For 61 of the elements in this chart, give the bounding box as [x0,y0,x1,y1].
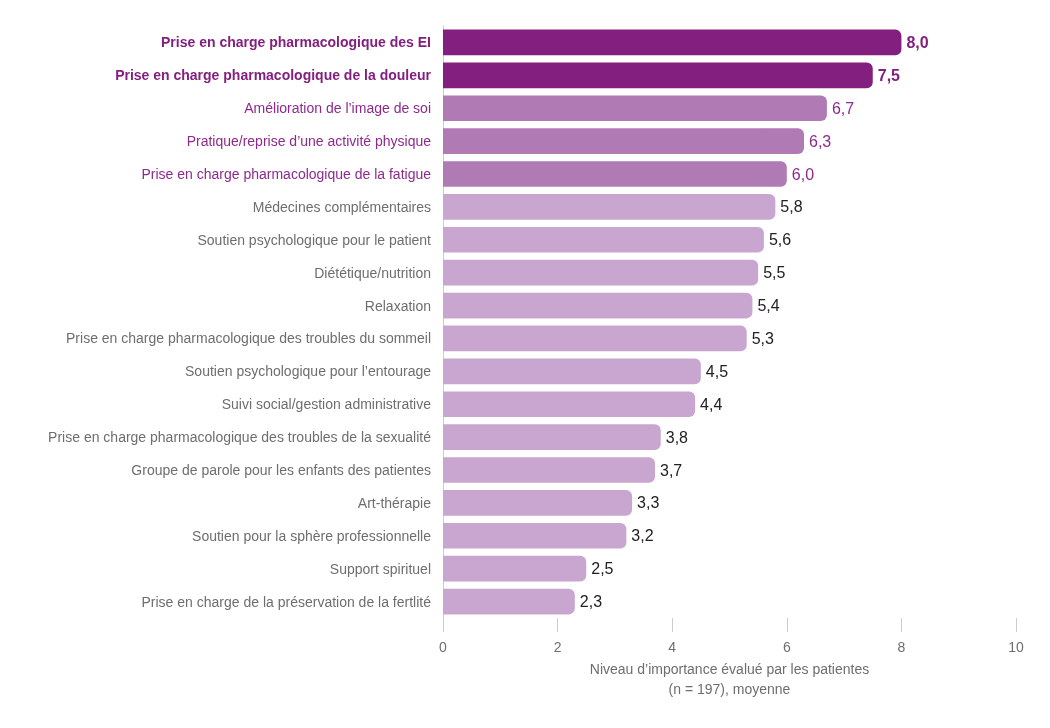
bar [443,391,696,418]
y-tick-label: Support spirituel [329,560,431,577]
data-label: 5,3 [751,329,775,347]
y-tick-label: Médecines complémentaires [252,198,431,215]
y-tick-label: Pratique/reprise d’une activité physique [186,133,432,150]
bar [443,29,902,56]
y-tick-label: Prise en charge pharmacologique des EI [161,34,431,51]
x-tick-label: 2 [553,639,562,655]
y-tick-label: Prise en charge pharmacologique des troubles de la sexualité [48,429,432,446]
bar [443,490,633,516]
data-label: 4,5 [705,362,729,380]
x-tick-label: 4 [668,639,677,655]
y-tick-label: Groupe de parole pour les enfants des patientes [131,462,431,478]
y-tick-label: Soutien psychologique pour l’entourage [185,363,432,380]
x-tick-label: 8 [897,639,906,655]
data-label: 3,8 [665,428,689,446]
data-label: 4,4 [700,395,723,413]
bar [443,161,787,187]
x-axis-title: Niveau d’importance évalué par les patientes (n = 197), moyenne [589,660,870,697]
data-label: 5,8 [780,198,803,216]
data-label: 3,2 [631,527,654,545]
data-label: 5,6 [768,231,792,249]
y-tick-label: Prise en charge de la préservation de la fertlité [141,593,432,610]
data-label: 8,0 [906,33,929,51]
y-tick-label: Suivi social/gestion administrative [221,396,432,413]
bar [443,95,827,122]
y-tick-label: Amélioration de l’image de soi [244,100,431,117]
y-tick-label: Diététique/nutrition [314,264,431,281]
data-label: 5,4 [757,297,780,315]
bar [443,128,804,154]
bar [443,424,661,450]
data-label: 3,7 [660,461,683,479]
data-label: 3,3 [637,494,660,512]
x-tick-label: 6 [782,639,791,655]
y-tick-label: Art-thérapie [357,494,432,511]
bar [443,194,776,220]
bar [443,292,753,319]
data-label: 6,0 [791,165,815,183]
y-tick-label: Soutien pour la sphère professionnelle [192,527,432,544]
bar [443,226,764,253]
bar [443,588,575,615]
y-tick-label: Soutien psychologique pour le patient [197,231,432,248]
y-tick-label: Prise en charge pharmacologique des troubles du sommeil [66,330,431,347]
y-tick-label: Prise en charge pharmacologique de la fatigue [141,166,432,182]
bar [443,522,627,549]
data-label: 2,5 [591,560,614,578]
x-tick-label: 10 [1008,639,1024,655]
y-tick-label: Prise en charge pharmacologique de la douleur [115,67,432,84]
bar [443,325,747,352]
y-tick-label: Relaxation [364,297,431,314]
data-label: 5,5 [763,264,786,282]
bar [443,259,759,286]
data-label: 7,5 [877,66,901,84]
data-label: 6,7 [831,99,855,117]
data-label: 6,3 [808,132,832,150]
bar [443,555,587,582]
data-label: 2,3 [579,593,603,611]
bar [443,457,656,483]
bar [443,358,701,385]
x-tick-label: 0 [439,639,448,655]
bar [443,62,873,89]
